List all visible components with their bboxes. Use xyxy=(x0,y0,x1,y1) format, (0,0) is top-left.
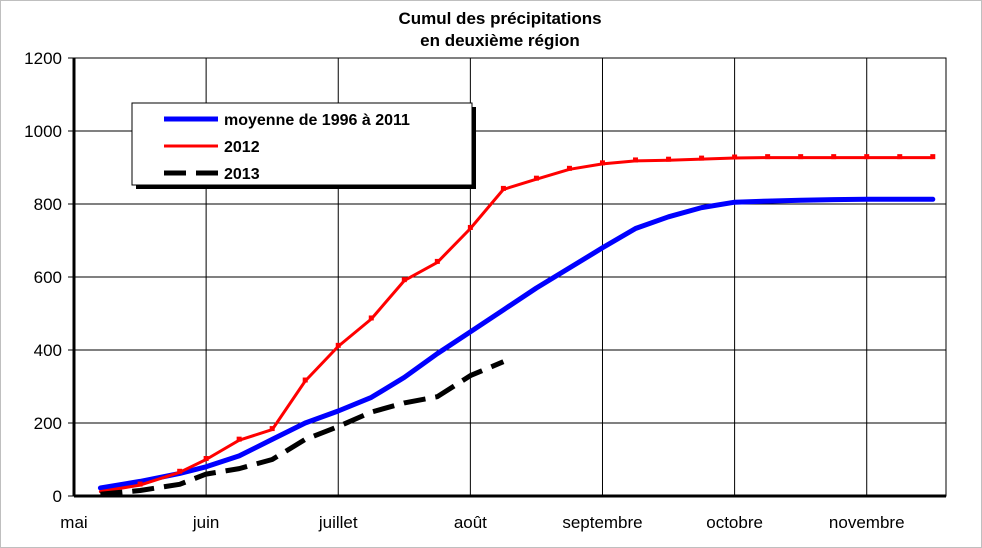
series-point xyxy=(434,258,440,264)
legend: moyenne de 1996 à 2011 2012 2013 xyxy=(131,102,476,189)
y-tick-label: 0 xyxy=(53,487,62,506)
y-tick-label: 1200 xyxy=(24,49,62,68)
series-line-1 xyxy=(98,156,935,494)
series-point xyxy=(633,157,639,163)
series-point xyxy=(798,154,804,160)
series-point xyxy=(666,156,672,162)
series-point xyxy=(864,154,870,160)
series-line-2 xyxy=(100,359,505,497)
series-point xyxy=(500,185,506,191)
x-tick-label: novembre xyxy=(829,513,905,532)
series-point xyxy=(533,175,539,181)
series-layer xyxy=(97,154,936,497)
x-tick-label: juin xyxy=(192,513,219,532)
series-point xyxy=(302,377,308,383)
legend-label-2: 2013 xyxy=(224,166,260,183)
series-point xyxy=(236,436,242,442)
series-point xyxy=(930,154,936,160)
y-axis-ticks: 0 200 400 600 800 1000 1200 xyxy=(24,49,74,506)
legend-label-0: moyenne de 1996 à 2011 xyxy=(224,112,410,129)
series-point xyxy=(831,154,837,160)
series-point xyxy=(177,468,183,474)
y-tick-label: 200 xyxy=(34,414,62,433)
chart-title-line-1: Cumul des précipitations xyxy=(398,9,601,28)
series-point xyxy=(599,160,605,166)
x-tick-label: octobre xyxy=(706,513,763,532)
series-point xyxy=(467,224,473,230)
series-point xyxy=(137,481,143,487)
x-tick-label: septembre xyxy=(562,513,642,532)
series-point xyxy=(335,342,341,348)
y-tick-label: 400 xyxy=(34,341,62,360)
series-point xyxy=(566,165,572,171)
x-tick-label: juillet xyxy=(318,513,358,532)
series-point xyxy=(765,154,771,160)
series-point xyxy=(732,154,738,160)
y-tick-label: 800 xyxy=(34,195,62,214)
series-point xyxy=(897,154,903,160)
series-point xyxy=(699,155,705,161)
legend-label-1: 2012 xyxy=(224,139,260,156)
x-axis-ticks: mai juin juillet août septembre octobre novemb… xyxy=(60,513,904,532)
x-tick-label: mai xyxy=(60,513,87,532)
y-tick-label: 600 xyxy=(34,268,62,287)
series-point xyxy=(269,426,275,432)
series-point xyxy=(401,277,407,283)
y-tick-label: 1000 xyxy=(24,122,62,141)
series-line-0 xyxy=(97,196,936,491)
chart-title-line-2: en deuxième région xyxy=(420,31,580,50)
x-tick-label: août xyxy=(454,513,487,532)
series-point xyxy=(203,456,209,461)
series-point xyxy=(368,315,374,321)
